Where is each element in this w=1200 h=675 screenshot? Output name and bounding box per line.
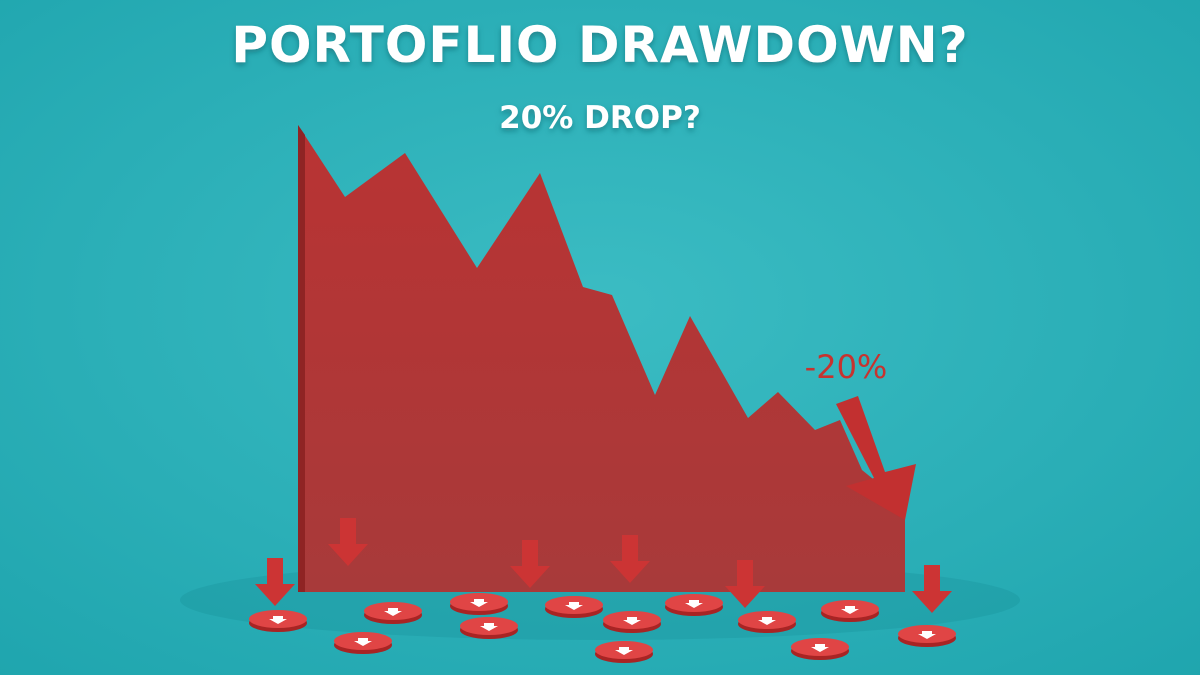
drawdown-area — [298, 125, 905, 592]
down-arrow — [836, 396, 916, 520]
area-edge — [298, 125, 305, 592]
title: PORTOFLIO DRAWDOWN? — [231, 16, 968, 74]
subtitle: 20% DROP? — [499, 100, 701, 136]
drop-label: -20% — [805, 348, 888, 386]
